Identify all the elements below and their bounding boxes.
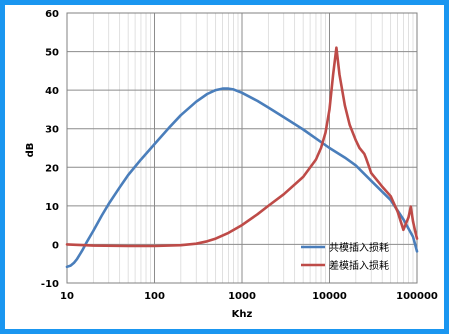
axes (66, 12, 418, 284)
y-tick-label: 40 (45, 86, 59, 97)
x-tick-label: 1000 (228, 291, 256, 302)
x-tick-label: 10000 (312, 291, 347, 302)
x-tick-label: 100000 (396, 291, 438, 302)
x-tick-label: 100 (144, 291, 165, 302)
legend-label: 差模插入损耗 (329, 259, 389, 272)
tick-labels: 10 100 1000 10000 100000 -10 0 10 20 30 40 50 60 (41, 9, 438, 302)
y-tick-label: 0 (52, 240, 59, 251)
y-axis-title: dB (25, 143, 36, 158)
series-line-1 (65, 87, 419, 269)
y-tick-label: 10 (45, 202, 59, 213)
x-axis-title: Khz (232, 309, 253, 320)
series-line-2 (65, 46, 419, 248)
y-tick-label: -10 (41, 279, 59, 290)
line-chart: 10 100 1000 10000 100000 -10 0 10 20 30 40 50 60 Khz… (25, 9, 438, 320)
y-tick-label: 20 (45, 163, 59, 174)
y-tick-label: 60 (45, 9, 59, 20)
series-lines (65, 46, 419, 269)
y-tick-label: 30 (45, 125, 59, 136)
legend-label: 共模插入损耗 (329, 241, 389, 254)
plot-border (66, 12, 418, 284)
y-tick-label: 50 (45, 48, 59, 59)
gridlines (66, 12, 418, 284)
x-tick-label: 10 (60, 291, 74, 302)
